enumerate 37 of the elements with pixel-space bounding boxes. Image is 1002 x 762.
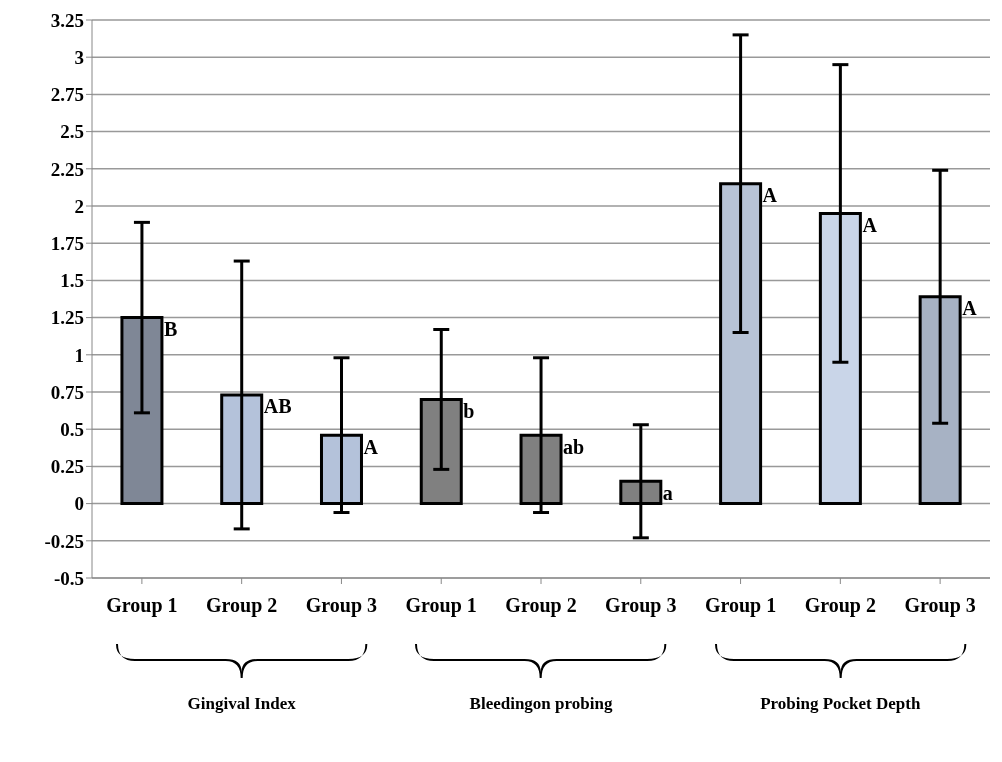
y-tick-label: 0 [74,493,84,515]
y-tick-label: -0.5 [53,567,84,589]
text: Bleedingon probing [468,694,614,714]
y-tick-label: 2.25 [50,158,84,180]
x-tick-label: Group 3 [305,594,378,618]
y-tick-label: 1.75 [50,232,84,254]
y-tick-label: 2 [74,195,84,217]
y-tick-label: 1.25 [50,307,84,329]
data-label: b [463,399,475,422]
data-label: AB [263,395,292,418]
data-label: A [363,435,379,458]
y-tick-label: 1 [74,344,84,366]
data-label: A [862,213,878,236]
data-label: A [962,297,978,320]
data-label: ab [563,435,585,458]
x-tick-label: Group 2 [505,594,577,618]
x-tick-label: Group 2 [804,594,876,618]
y-tick-label: 0.75 [50,381,84,403]
y-tick-label: 0.25 [50,456,84,478]
x-tick-label: Group 3 [605,594,677,618]
y-tick-label: 0.5 [60,418,84,440]
data-label: B [163,318,178,341]
x-tick-label: Group 1 [405,594,477,618]
x-tick-label: Group 1 [106,594,178,618]
x-tick-label: Group 2 [206,594,278,618]
data-label: A [762,184,778,207]
text: Probing Pocket Depth [759,694,922,714]
text: Gingival Index [186,694,297,714]
y-tick-label: 1.5 [60,270,84,292]
data-label: a [662,481,673,504]
y-tick-label: 3.25 [50,9,84,31]
x-tick-label: Group 1 [704,594,777,618]
y-tick-label: 3 [74,46,84,68]
y-tick-label: 2.75 [50,84,84,106]
y-tick-label: 2.5 [60,121,84,143]
y-tick-label: -0.25 [44,530,84,552]
x-tick-label: Group 3 [904,594,976,618]
